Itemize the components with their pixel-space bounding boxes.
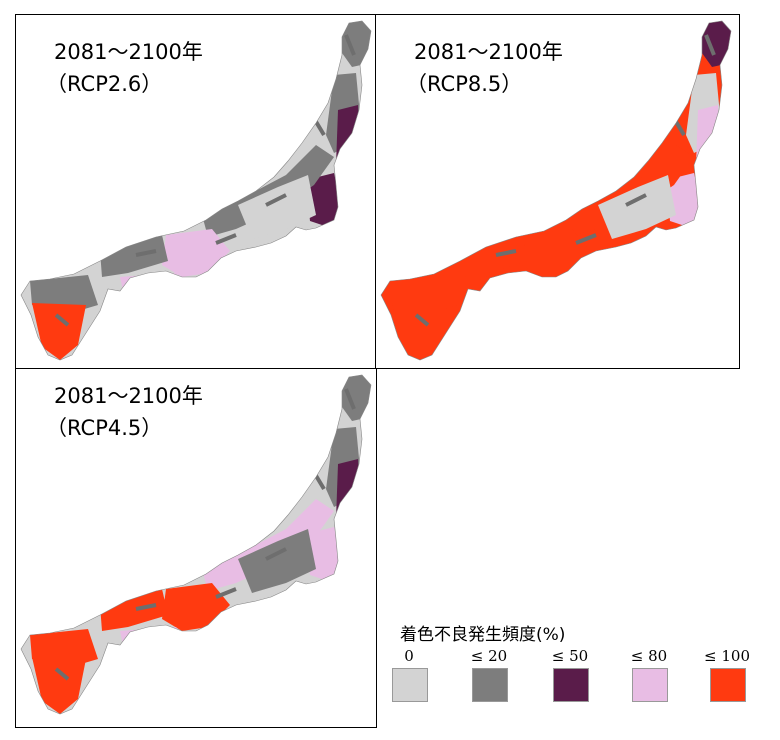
region-kyushuS: [32, 303, 86, 360]
legend-swatch-100: [710, 668, 746, 702]
coastline: [20, 374, 372, 715]
region-chugoku: [100, 235, 168, 277]
panel-period-title: 2081～2100年: [414, 40, 563, 64]
legend-label-0: 0: [404, 647, 414, 665]
region-central: [598, 175, 676, 239]
legend-swatch-20: [472, 668, 508, 702]
panel-period-title: 2081～2100年: [54, 40, 203, 64]
map-panel-rcp85: 2081～2100年 （RCP8.5）: [375, 14, 740, 369]
region-eastPac: [336, 105, 360, 175]
region-chugoku: [460, 235, 528, 277]
region-honshuSea: [202, 499, 334, 591]
region-eastPac: [696, 105, 720, 175]
legend-swatch-50: [553, 668, 589, 702]
map-panel-rcp45: 2081～2100年 （RCP4.5）: [15, 368, 377, 728]
legend-label-50: ≤ 50: [551, 647, 589, 665]
panel-scenario-label: （RCP2.6）: [46, 72, 163, 96]
region-kinki: [162, 229, 230, 277]
map-land: [20, 374, 372, 715]
japan-map-rcp26: [20, 20, 372, 361]
region-shikoku: [120, 273, 188, 297]
region-kinki: [162, 583, 230, 631]
region-eastPac: [336, 459, 360, 529]
region-shikoku: [120, 627, 188, 651]
map-panel-rcp26: 2081～2100年 （RCP2.6）: [15, 14, 377, 369]
region-kinki: [522, 229, 590, 277]
legend-swatch-0: [392, 668, 428, 702]
legend-label-100: ≤ 100: [704, 647, 750, 665]
coastline: [380, 20, 732, 361]
legend-title: 着色不良発生頻度(%): [400, 625, 566, 645]
region-honshuSea: [562, 145, 694, 237]
region-chugoku: [100, 589, 168, 631]
legend-swatch-80: [632, 668, 668, 702]
panel-period-title: 2081～2100年: [54, 384, 203, 408]
japan-map-rcp85: [380, 20, 732, 361]
panel-scenario-label: （RCP4.5）: [46, 416, 163, 440]
region-kyushuS: [392, 303, 446, 360]
region-central: [238, 175, 316, 239]
region-central: [238, 529, 316, 593]
japan-map-rcp45: [20, 374, 372, 715]
legend-label-20: ≤ 20: [470, 647, 508, 665]
panel-scenario-label: （RCP8.5）: [406, 72, 523, 96]
region-shikoku: [480, 273, 548, 297]
coastline: [20, 20, 372, 361]
region-kyushuS: [32, 657, 86, 714]
region-honshuSea: [202, 145, 334, 237]
legend-label-80: ≤ 80: [630, 647, 668, 665]
